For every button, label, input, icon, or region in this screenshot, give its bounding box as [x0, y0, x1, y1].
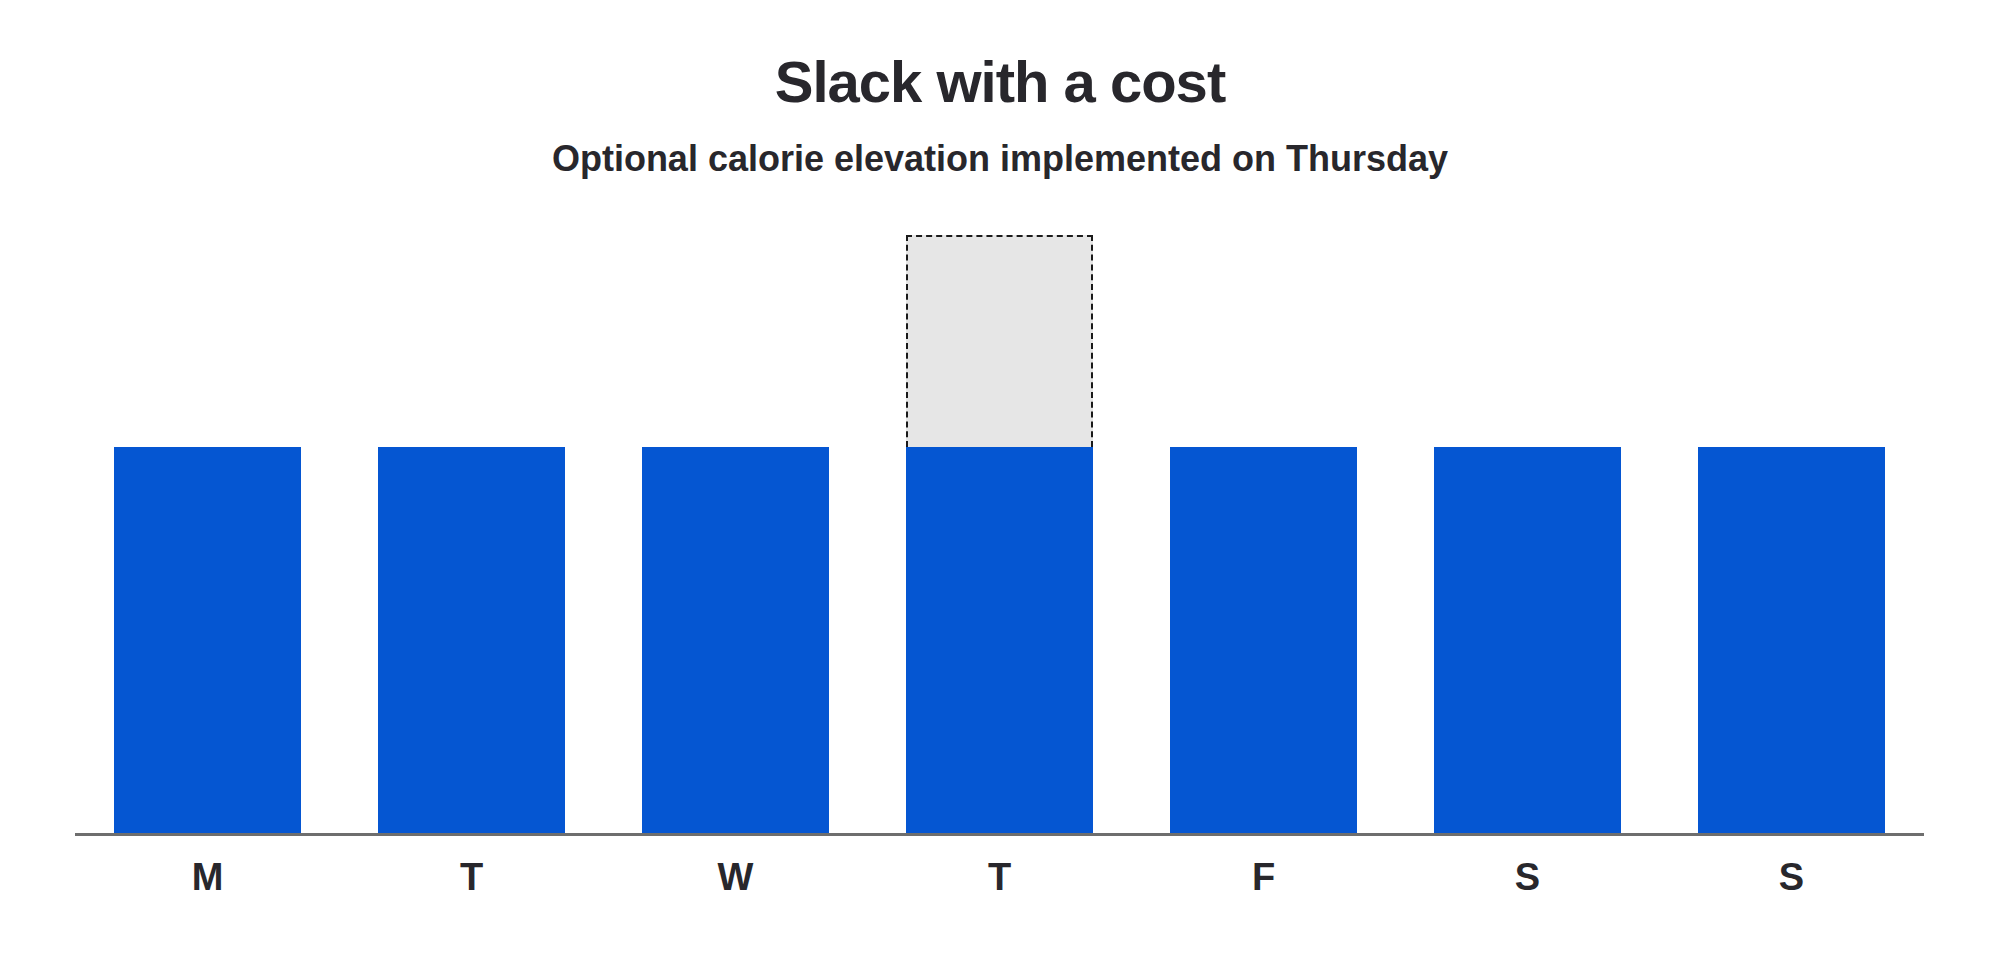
calorie-bar-t-3: [906, 447, 1093, 833]
calorie-bar-s-6: [1698, 447, 1885, 833]
calorie-bar-f-4: [1170, 447, 1357, 833]
day-label-4: F: [1170, 856, 1357, 899]
day-label-3: T: [906, 856, 1093, 899]
day-label-1: T: [378, 856, 565, 899]
x-axis-line: [75, 833, 1924, 836]
optional-elevation-box: [906, 235, 1093, 447]
calorie-bar-s-5: [1434, 447, 1621, 833]
day-label-2: W: [642, 856, 829, 899]
day-label-6: S: [1698, 856, 1885, 899]
calorie-bar-w-2: [642, 447, 829, 833]
calorie-week-chart: Slack with a cost Optional calorie eleva…: [0, 0, 2000, 967]
day-label-5: S: [1434, 856, 1621, 899]
day-label-0: M: [114, 856, 301, 899]
plot-area: MTWTFSS: [0, 0, 2000, 967]
calorie-bar-t-1: [378, 447, 565, 833]
calorie-bar-m-0: [114, 447, 301, 833]
